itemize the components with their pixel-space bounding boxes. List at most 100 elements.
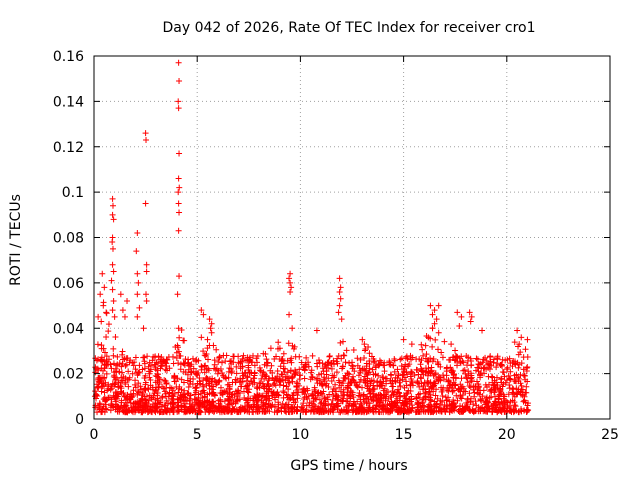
data-point	[425, 358, 432, 365]
data-point	[321, 402, 328, 409]
data-point	[190, 365, 197, 372]
data-point	[497, 376, 504, 383]
data-point	[319, 391, 326, 398]
data-point	[261, 375, 268, 382]
data-point	[342, 374, 349, 381]
data-point	[333, 369, 340, 376]
y-tick-label: 0.02	[53, 367, 84, 383]
data-point	[345, 407, 352, 414]
grid-lines	[94, 56, 610, 419]
data-point	[161, 377, 168, 384]
data-point	[110, 345, 117, 352]
data-point	[95, 313, 102, 320]
data-point	[296, 366, 303, 373]
data-point	[184, 377, 191, 384]
y-tick-label: 0	[75, 412, 84, 428]
data-point	[112, 333, 119, 340]
data-point	[98, 408, 105, 415]
data-point	[132, 354, 139, 361]
data-point	[423, 333, 430, 340]
data-point	[182, 394, 189, 401]
data-point	[245, 389, 252, 396]
data-point	[101, 284, 108, 291]
data-point	[208, 378, 215, 385]
data-point	[211, 392, 218, 399]
data-point	[512, 403, 519, 410]
data-point	[417, 390, 424, 397]
data-point	[404, 390, 411, 397]
data-point	[152, 400, 159, 406]
data-point	[178, 326, 185, 333]
data-point	[473, 355, 480, 362]
data-point	[389, 377, 396, 384]
data-point	[289, 405, 296, 412]
data-point	[435, 302, 442, 309]
data-point	[481, 370, 488, 377]
data-point	[447, 381, 454, 388]
data-point	[351, 368, 358, 375]
data-point	[283, 383, 290, 390]
x-tick-label: 15	[395, 427, 413, 443]
data-point	[166, 389, 173, 396]
data-point	[117, 291, 124, 298]
data-point	[238, 378, 245, 385]
data-point	[101, 362, 108, 369]
data-point	[165, 354, 172, 361]
data-point	[109, 380, 116, 387]
data-point	[437, 397, 444, 404]
data-point	[271, 380, 278, 387]
data-point	[295, 389, 302, 396]
data-point	[194, 372, 201, 379]
data-point	[212, 366, 219, 373]
data-point	[511, 393, 518, 400]
data-point	[285, 379, 292, 386]
data-point	[408, 376, 415, 383]
data-point	[114, 353, 121, 360]
data-point	[180, 379, 187, 386]
y-tick-label: 0.06	[53, 276, 84, 292]
data-point	[197, 402, 204, 409]
data-point	[458, 313, 465, 320]
data-point	[491, 398, 498, 405]
data-point	[105, 321, 112, 328]
data-point	[346, 371, 353, 378]
data-point	[266, 375, 273, 382]
data-point	[334, 400, 341, 407]
data-point	[103, 310, 110, 317]
data-point	[264, 360, 271, 367]
data-point	[320, 408, 327, 415]
data-point	[457, 394, 464, 401]
data-point	[422, 369, 429, 376]
data-point	[298, 359, 305, 366]
data-point	[134, 270, 141, 277]
data-point	[150, 386, 157, 393]
data-point	[452, 357, 459, 364]
data-point	[107, 361, 114, 368]
data-point	[459, 383, 466, 390]
data-point	[251, 401, 258, 408]
data-point	[134, 229, 141, 236]
data-point	[199, 394, 206, 401]
data-point	[175, 105, 182, 112]
data-point	[315, 357, 322, 364]
data-point	[504, 399, 511, 406]
data-point	[180, 337, 187, 344]
data-point	[109, 211, 116, 218]
data-point	[463, 374, 470, 381]
data-point	[148, 408, 155, 415]
data-point	[354, 355, 361, 362]
data-point	[443, 401, 450, 408]
data-point	[264, 407, 271, 414]
data-point	[485, 360, 492, 367]
data-point	[142, 397, 149, 404]
data-point	[337, 295, 344, 302]
data-point	[332, 381, 339, 388]
data-point	[408, 407, 415, 414]
data-point	[120, 389, 127, 396]
data-point	[460, 359, 467, 366]
data-point	[369, 366, 376, 373]
data-point	[95, 378, 102, 385]
data-point	[335, 377, 342, 384]
data-point	[474, 364, 481, 371]
data-point	[109, 307, 116, 314]
